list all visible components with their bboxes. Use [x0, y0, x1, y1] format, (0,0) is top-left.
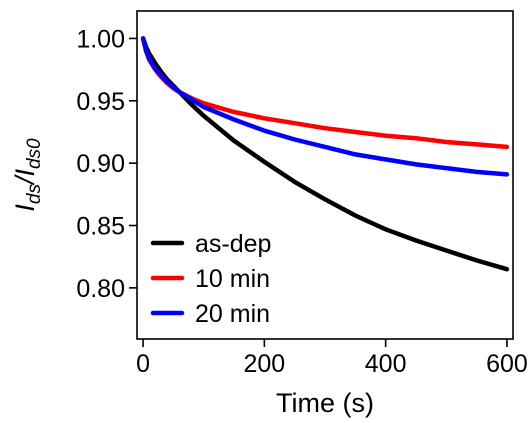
legend-label-0: as-dep [195, 230, 271, 258]
x-tick-label-3: 600 [486, 350, 528, 378]
y-axis-title-sub-2: ds0 [24, 138, 45, 169]
y-tick-label-2: 0.90 [76, 150, 125, 178]
y-axis-title: Ids/Ids0 [10, 138, 45, 212]
plot-frame [136, 10, 514, 340]
x-tick-label-0: 0 [136, 350, 150, 378]
legend-label-1: 10 min [195, 265, 270, 293]
y-tick-label-0: 0.80 [76, 275, 125, 303]
y-tick-label-1: 0.85 [76, 213, 125, 241]
legend: as-dep 10 min 20 min [150, 230, 271, 328]
y-axis-title-slash: / [10, 174, 40, 186]
series-line-2 [140, 36, 510, 177]
y-axis-title-base-2: I [10, 169, 40, 177]
y-tick-label-4: 1.00 [76, 25, 125, 53]
x-tick-label-1: 200 [243, 350, 285, 378]
axis-layer: 0 200 400 600 0.80 0.85 0.90 0.95 1.00 [76, 25, 527, 378]
y-axis-title-sub-1: ds [24, 184, 45, 205]
y-tick-label-3: 0.95 [76, 88, 125, 116]
x-axis-title: Time (s) [276, 388, 374, 418]
series-line-1 [140, 36, 510, 150]
y-axis-title-base-1: I [10, 204, 40, 212]
x-tick-label-2: 400 [365, 350, 407, 378]
series-layer [140, 36, 510, 272]
series-line-0 [140, 36, 510, 272]
legend-label-2: 20 min [195, 300, 270, 328]
